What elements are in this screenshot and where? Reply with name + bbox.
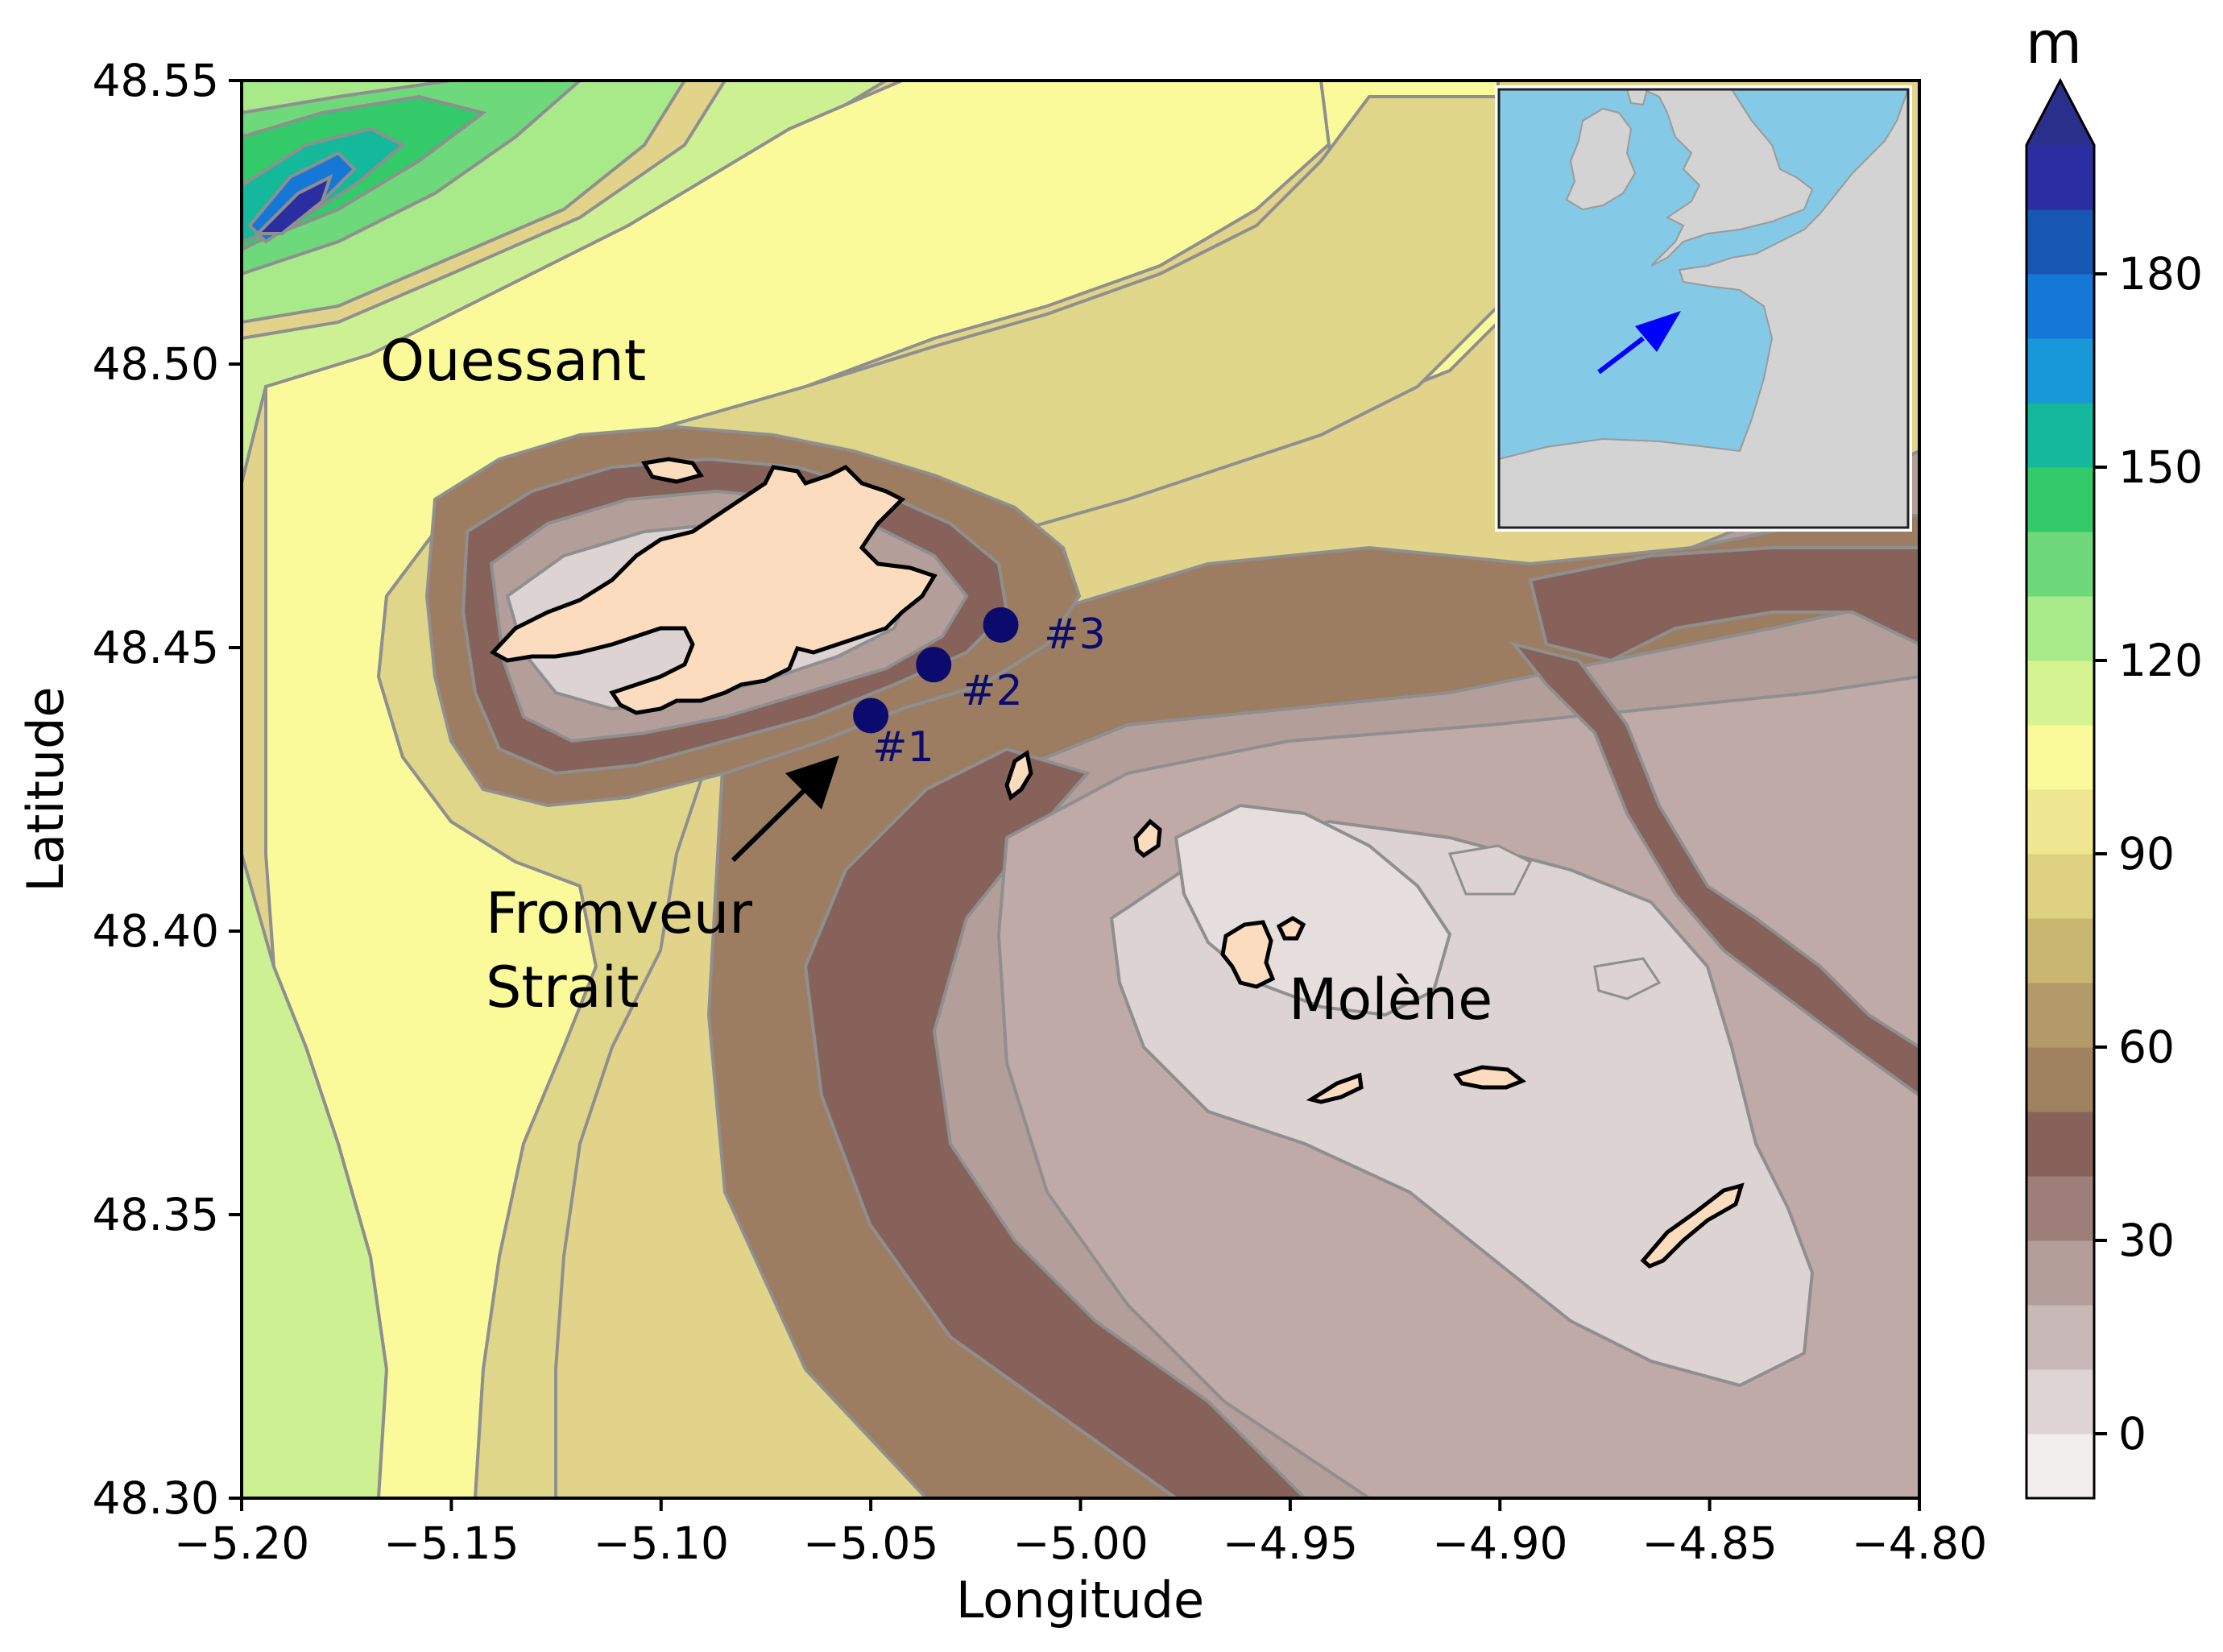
colorbar-swatch [2026, 1112, 2094, 1177]
colorbar-tick-label: 120 [2118, 635, 2203, 686]
colorbar-swatch [2026, 1240, 2094, 1306]
colorbar-swatch [2026, 789, 2094, 855]
depth-band-40 [803, 747, 1307, 1498]
colorbar-swatch [2026, 274, 2094, 339]
station-2-marker [916, 647, 952, 683]
islet-se [1640, 1182, 1745, 1269]
station-2-label: #2 [961, 667, 1023, 715]
colorbar-swatch [2026, 338, 2094, 404]
depth-band-blue-200 [254, 174, 333, 235]
colorbar-swatch [2026, 467, 2094, 532]
colorbar-tick-label: 30 [2118, 1215, 2175, 1266]
inset-arrow [1597, 311, 1681, 375]
colorbar-swatch [2026, 1305, 2094, 1370]
colorbar-swatch [2026, 1434, 2094, 1499]
colorbar-tick-label: 90 [2118, 828, 2175, 880]
y-axis: 48.30 48.35 48.40 48.45 48.50 48.55 [93, 55, 242, 1524]
y-tick-label: 48.35 [93, 1189, 219, 1240]
depth-band-ridge-east [1509, 641, 1919, 1098]
colorbar-swatch [2026, 403, 2094, 468]
x-axis: −5.20 −5.15 −5.10 −5.05 −5.00 −4.95 −4.90 −4.85… [174, 1498, 1988, 1569]
islet-s1 [1306, 1072, 1364, 1104]
x-axis-label: Longitude [956, 1571, 1204, 1629]
inset-land-scotland-bits [1625, 89, 1649, 106]
colorbar-tick-label: 180 [2118, 248, 2203, 300]
inset-land-continent [1499, 89, 1908, 528]
colorbar-swatch [2026, 725, 2094, 790]
inset-frame [1497, 88, 1910, 529]
colorbar-swatch [2026, 532, 2094, 597]
station-1-label: #1 [872, 723, 934, 772]
fromveur-label-line2: Strait [486, 954, 639, 1021]
x-tick-label: −5.00 [1012, 1517, 1149, 1569]
colorbar-swatch [2026, 1369, 2094, 1435]
depth-band-channel-east [1528, 546, 1919, 663]
colorbar-swatch [2026, 209, 2094, 275]
y-tick-label: 48.45 [93, 622, 219, 673]
colorbar-tick-label: 60 [2118, 1021, 2175, 1073]
y-tick-label: 48.40 [93, 905, 219, 957]
islet-molene-ne [1276, 916, 1306, 941]
colorbar-extend-triangle [2026, 81, 2094, 145]
station-3-label: #3 [1044, 611, 1106, 659]
colorbar-tick-label: 0 [2118, 1408, 2146, 1459]
y-axis-label: Latitude [16, 686, 75, 892]
station-3-marker [983, 607, 1019, 643]
molene-label: Molène [1289, 967, 1492, 1033]
depth-colorbar: 0 30 60 90 120 150 180 [2025, 77, 2203, 1500]
islet-s2 [1452, 1065, 1526, 1090]
shoal-b [1593, 957, 1662, 1000]
x-tick-label: −4.85 [1641, 1517, 1778, 1569]
x-tick-label: −5.05 [803, 1517, 939, 1569]
station-1-marker [853, 698, 889, 734]
colorbar-swatch [2026, 660, 2094, 726]
colorbar-swatch [2026, 983, 2094, 1048]
islet-n1 [1133, 818, 1162, 859]
colorbar-unit: m [2026, 9, 2082, 77]
ouessant-islet [641, 457, 705, 484]
x-tick-label: −4.95 [1223, 1517, 1359, 1569]
x-tick-label: −5.20 [174, 1517, 310, 1569]
x-tick-label: −4.80 [1852, 1517, 1988, 1569]
stations: #1 #2 #3 [853, 607, 1106, 772]
fromveur-arrow [731, 756, 839, 863]
x-tick-label: −5.15 [383, 1517, 520, 1569]
y-tick-label: 48.30 [93, 1472, 219, 1524]
colorbar-swatch [2026, 1047, 2094, 1112]
x-tick-label: −4.90 [1432, 1517, 1568, 1569]
colorbar-swatch [2026, 145, 2094, 210]
ouessant-label: Ouessant [380, 328, 646, 394]
colorbar-swatch [2026, 1176, 2094, 1241]
y-tick-label: 48.55 [93, 55, 219, 106]
colorbar-tick-label: 150 [2118, 441, 2203, 493]
inset-map [1495, 85, 1912, 532]
islet-n2 [1004, 749, 1033, 801]
y-tick-label: 48.50 [93, 338, 219, 390]
colorbar-swatch [2026, 596, 2094, 661]
colorbar-outline [2025, 77, 2096, 1500]
ouessant-island [489, 464, 938, 715]
fromveur-label-line1: Fromveur [486, 880, 752, 946]
colorbar-swatch [2026, 918, 2094, 983]
colorbar-swatch [2026, 854, 2094, 919]
inset-land-britain [1642, 89, 1814, 267]
inset-land-ireland [1565, 107, 1637, 211]
x-tick-label: −5.10 [593, 1517, 729, 1569]
shoal-a [1447, 844, 1533, 896]
molene-island [1220, 920, 1276, 989]
